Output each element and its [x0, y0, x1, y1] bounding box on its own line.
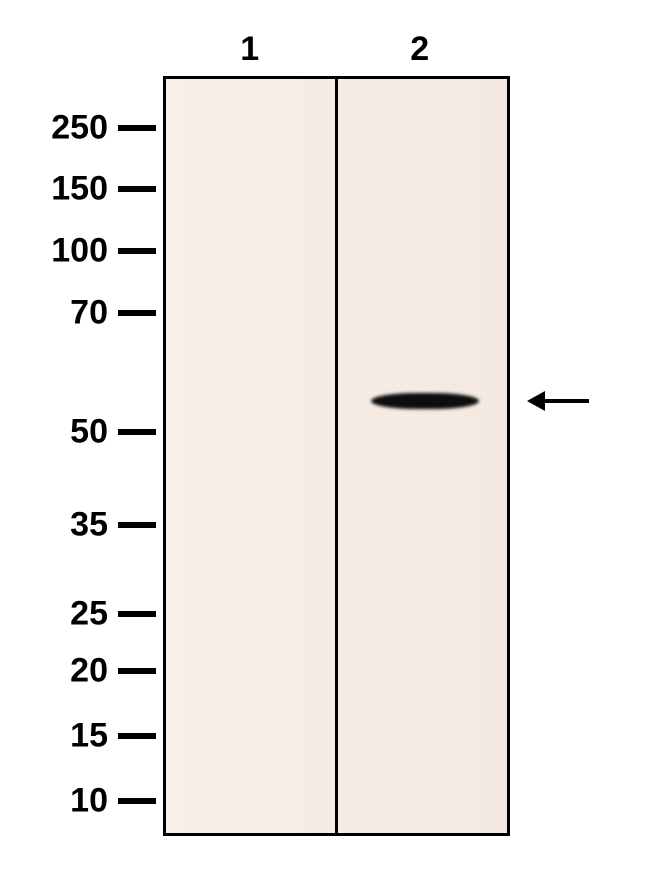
mw-value: 35: [70, 506, 108, 544]
mw-tick: [118, 429, 156, 435]
protein-band: [371, 393, 479, 409]
mw-tick: [118, 522, 156, 528]
mw-label: 50: [70, 413, 108, 452]
mw-label: 25: [70, 595, 108, 634]
mw-value: 15: [70, 717, 108, 755]
lane-label-text: 2: [410, 30, 429, 68]
mw-label: 150: [51, 170, 108, 209]
mw-value: 25: [70, 595, 108, 633]
mw-label: 70: [70, 294, 108, 333]
mw-tick: [118, 310, 156, 316]
lane-divider: [335, 79, 338, 833]
mw-tick: [118, 186, 156, 192]
mw-value: 70: [70, 294, 108, 332]
band-arrow-icon: [527, 391, 589, 411]
mw-tick: [118, 668, 156, 674]
western-blot-figure: 1 2 250 150 100 70 50 35 25 20 15 10: [0, 0, 650, 870]
mw-value: 10: [70, 782, 108, 820]
mw-tick: [118, 611, 156, 617]
mw-label: 20: [70, 652, 108, 691]
blot-membrane: [163, 76, 510, 836]
arrow-line: [543, 399, 589, 403]
mw-tick: [118, 733, 156, 739]
mw-tick: [118, 798, 156, 804]
mw-value: 50: [70, 413, 108, 451]
mw-value: 150: [51, 170, 108, 208]
mw-label: 250: [51, 109, 108, 148]
mw-label: 15: [70, 717, 108, 756]
mw-label: 35: [70, 506, 108, 545]
lane-label: 2: [410, 30, 429, 69]
lane-label-text: 1: [240, 30, 259, 68]
mw-label: 10: [70, 782, 108, 821]
mw-tick: [118, 125, 156, 131]
mw-tick: [118, 248, 156, 254]
mw-value: 100: [51, 232, 108, 270]
lane-label: 1: [240, 30, 259, 69]
mw-value: 250: [51, 109, 108, 147]
mw-value: 20: [70, 652, 108, 690]
mw-label: 100: [51, 232, 108, 271]
